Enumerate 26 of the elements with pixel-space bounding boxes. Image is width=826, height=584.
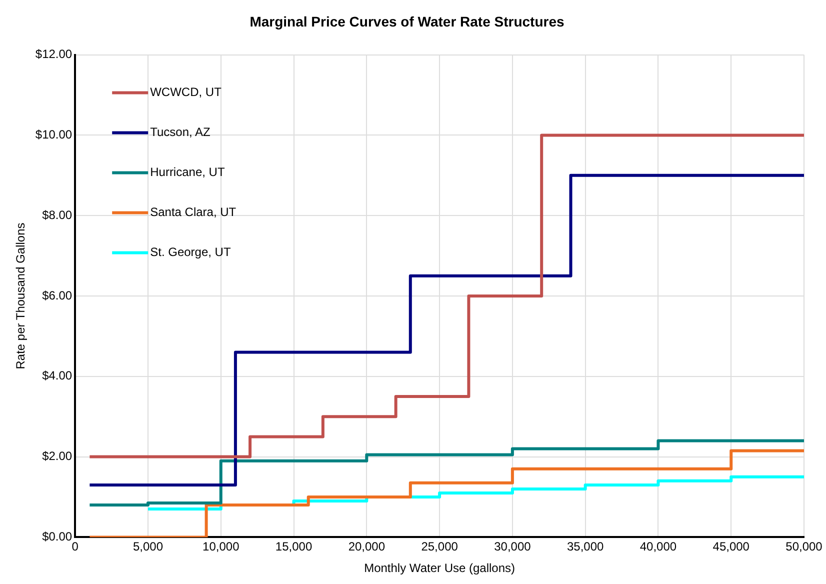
x-tick-label: 15,000 [275,540,312,554]
x-tick-label: 30,000 [494,540,532,554]
x-tick-label: 0 [72,540,79,554]
x-tick-label: 50,000 [786,540,823,554]
y-tick-label: $10.00 [35,128,72,142]
chart-title: Marginal Price Curves of Water Rate Structures [250,13,564,30]
y-axis-title: Rate per Thousand Gallons [14,222,28,370]
x-tick-label: 10,000 [202,540,240,554]
y-tick-label: $6.00 [42,288,72,302]
x-tick-label: 40,000 [640,540,677,554]
x-axis-title: Monthly Water Use (gallons) [364,561,516,576]
y-tick-label: $12.00 [35,47,72,62]
legend-label: WCWCD, UT [150,85,222,100]
x-tick-label: 20,000 [348,540,386,554]
legend-label: Santa Clara, UT [150,205,237,220]
y-tick-label: $0.00 [42,530,72,544]
legend-label: Tucson, AZ [150,125,210,140]
legend-label: Hurricane, UT [150,165,226,180]
x-tick-label: 35,000 [566,540,604,554]
x-tick-label: 45,000 [712,540,750,554]
legend-label: St. George, UT [150,245,232,260]
y-tick-label: $8.00 [42,208,72,222]
x-tick-label: 5,000 [132,540,164,554]
y-tick-label: $2.00 [42,449,72,464]
y-tick-label: $4.00 [42,368,72,383]
x-tick-label: 25,000 [421,540,458,554]
